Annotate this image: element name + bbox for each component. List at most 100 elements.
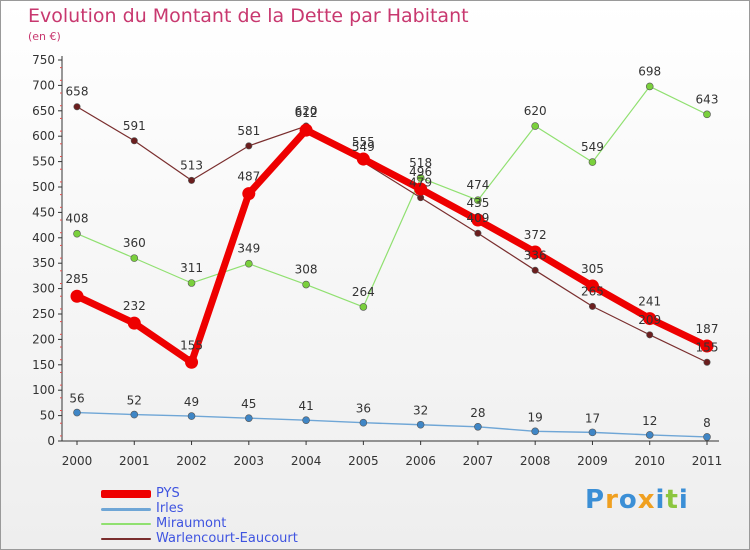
irles-data-label: 49 — [184, 395, 199, 409]
legend-swatch — [101, 523, 151, 525]
y-tick-label: 550 — [32, 155, 55, 169]
irles-data-label: 32 — [413, 404, 428, 418]
miraumont-data-label: 311 — [180, 261, 203, 275]
y-tick-label: 500 — [32, 180, 55, 194]
legend-label: Miraumont — [156, 516, 227, 531]
warlencourt-eaucourt-data-label: 591 — [123, 119, 146, 133]
warlencourt-eaucourt-data-label: 336 — [524, 248, 547, 262]
y-tick-label: 300 — [32, 282, 55, 296]
miraumont-data-label: 360 — [123, 236, 146, 250]
proxiti-logo: Proxiti — [585, 485, 689, 515]
miraumont-point — [703, 110, 711, 119]
warlencourt-eaucourt-data-label: 209 — [638, 313, 661, 327]
miraumont-data-label: 264 — [352, 285, 375, 299]
legend-swatch — [101, 538, 151, 540]
miraumont-point — [645, 82, 654, 91]
x-tick-label: 2002 — [176, 454, 207, 468]
irles-point — [302, 416, 310, 424]
irles-point — [245, 414, 253, 422]
pys-data-label: 435 — [466, 196, 489, 210]
miraumont-point — [474, 196, 482, 205]
x-tick-label: 2001 — [119, 454, 150, 468]
x-tick-label: 2007 — [463, 454, 494, 468]
irles-data-label: 52 — [127, 394, 142, 408]
pys-point — [242, 187, 256, 201]
y-tick-label: 0 — [47, 434, 55, 448]
irles-data-label: 45 — [241, 397, 256, 411]
irles-data-label: 8 — [703, 416, 711, 430]
warlencourt-eaucourt-data-label: 658 — [66, 85, 89, 99]
x-tick-label: 2003 — [234, 454, 265, 468]
x-tick-label: 2006 — [405, 454, 436, 468]
warlencourt-eaucourt-point — [130, 137, 138, 145]
x-tick-label: 2009 — [577, 454, 608, 468]
warlencourt-eaucourt-data-label: 620 — [295, 104, 318, 118]
irles-point — [187, 412, 196, 420]
warlencourt-eaucourt-point — [188, 176, 196, 184]
pys-data-label: 187 — [696, 322, 719, 336]
pys-data-label: 232 — [123, 299, 146, 313]
warlencourt-eaucourt-point — [474, 229, 482, 237]
warlencourt-eaucourt-point — [646, 331, 654, 339]
pys-point — [414, 182, 428, 196]
y-tick-label: 650 — [32, 104, 55, 118]
pys-data-label: 305 — [581, 262, 604, 276]
logo-letter: i — [655, 485, 666, 515]
miraumont-point — [531, 122, 539, 130]
x-tick-label: 2000 — [62, 454, 93, 468]
warlencourt-eaucourt-data-label: 409 — [466, 211, 489, 225]
y-tick-label: 200 — [32, 332, 55, 346]
irles-data-label: 36 — [356, 402, 371, 416]
legend-label: Irles — [156, 501, 184, 516]
miraumont-point — [73, 229, 81, 238]
x-tick-label: 2008 — [520, 454, 551, 468]
pys-data-label: 555 — [352, 135, 375, 149]
warlencourt-eaucourt-data-label: 513 — [180, 158, 203, 172]
pys-data-label: 241 — [638, 295, 661, 309]
x-tick-label: 2010 — [634, 454, 665, 468]
pys-data-label: 285 — [66, 272, 89, 286]
irles-data-label: 28 — [470, 406, 485, 420]
y-tick-label: 400 — [32, 231, 55, 245]
pys-line — [73, 126, 711, 366]
logo-letter: o — [618, 485, 638, 515]
warlencourt-eaucourt-line — [76, 106, 708, 363]
irles-point — [474, 422, 482, 431]
y-tick-label: 100 — [32, 383, 55, 397]
chart-subtitle: (en €) — [28, 30, 61, 43]
logo-letter: x — [637, 485, 656, 515]
warlencourt-eaucourt-point — [73, 103, 81, 111]
y-tick-label: 350 — [32, 256, 55, 270]
miraumont-point — [588, 158, 597, 166]
y-tick-label: 700 — [32, 78, 55, 92]
pys-point — [700, 339, 714, 353]
warlencourt-eaucourt-data-label: 479 — [409, 176, 432, 190]
miraumont-point — [187, 279, 196, 287]
pys-point — [356, 152, 370, 166]
warlencourt-eaucourt-point — [588, 302, 596, 310]
pys-point — [70, 289, 84, 303]
miraumont-point — [359, 303, 368, 311]
pys-data-label: 155 — [180, 338, 203, 352]
pys-data-label: 612 — [295, 106, 318, 120]
miraumont-data-label: 549 — [581, 140, 604, 154]
warlencourt-eaucourt-data-label: 549 — [352, 140, 375, 154]
miraumont-point — [245, 259, 253, 268]
pys-point — [643, 312, 657, 326]
warlencourt-eaucourt-point — [703, 358, 711, 366]
pys-point — [585, 279, 599, 293]
y-tick-label: 750 — [32, 53, 55, 67]
y-tick-label: 150 — [32, 358, 55, 372]
miraumont-data-label: 474 — [466, 178, 489, 192]
x-tick-label: 2004 — [291, 454, 322, 468]
irles-data-label: 19 — [528, 410, 543, 424]
y-tick-label: 600 — [32, 129, 55, 143]
y-tick-label: 50 — [40, 409, 55, 423]
warlencourt-eaucourt-data-label: 265 — [581, 284, 604, 298]
irles-point — [588, 428, 597, 437]
irles-data-label: 12 — [642, 414, 657, 428]
logo-letter: i — [678, 485, 689, 515]
irles-point — [359, 418, 368, 427]
legend-label: Warlencourt-Eaucourt — [156, 531, 298, 546]
